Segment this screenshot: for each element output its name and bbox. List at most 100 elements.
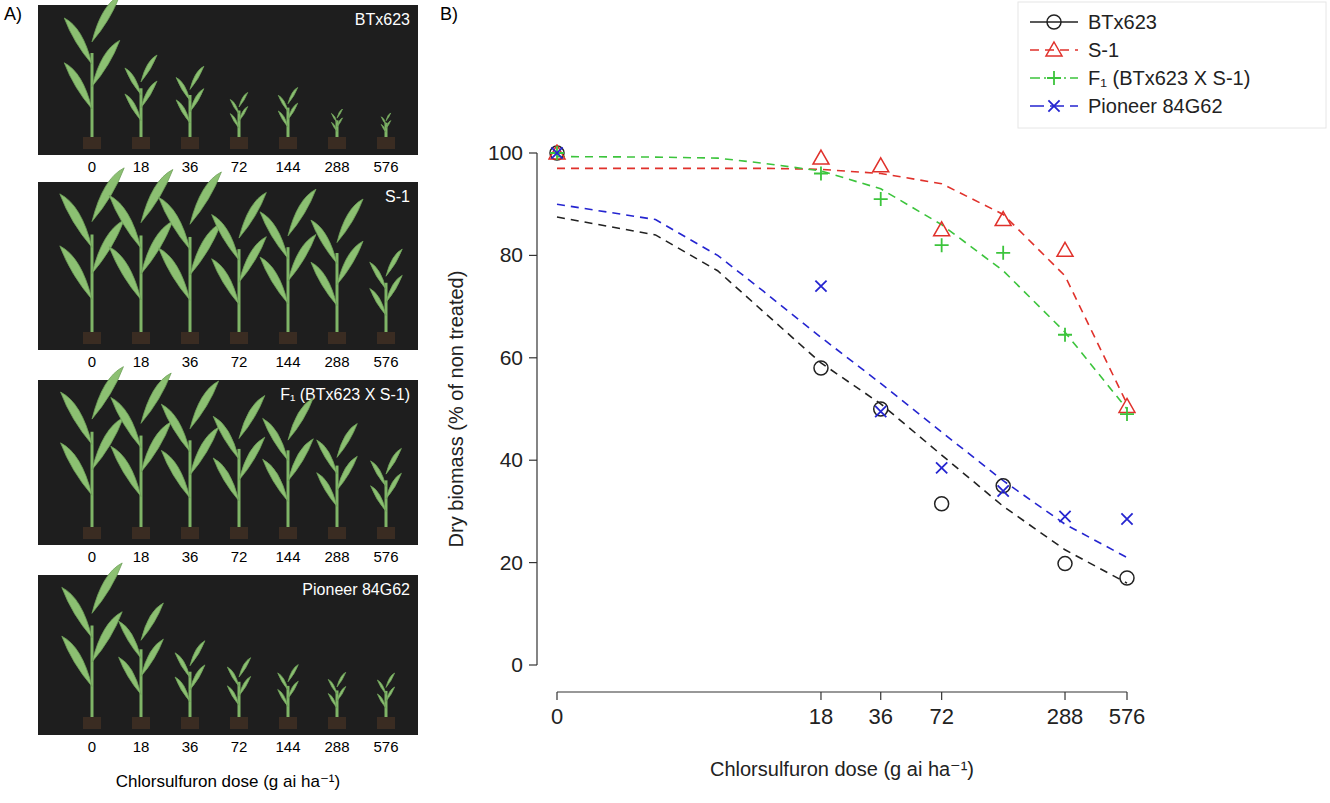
leaf — [239, 676, 251, 695]
leaf — [239, 437, 265, 480]
leaf — [239, 107, 248, 122]
leaf — [386, 121, 391, 129]
y-axis-title: Dry biomass (% of non treated) — [445, 271, 467, 548]
marker-shape — [814, 361, 828, 375]
dose-label: 72 — [231, 158, 248, 175]
marker-shape — [1046, 42, 1062, 56]
fit-curve — [557, 168, 1127, 404]
photo-title: S-1 — [385, 188, 410, 205]
legend-box — [1018, 2, 1326, 128]
dose-label: 0 — [88, 158, 96, 175]
data-point — [1057, 242, 1073, 256]
fit-curve — [557, 204, 1127, 557]
data-point — [874, 402, 888, 416]
marker-shape — [549, 145, 565, 159]
photo-title: BTx623 — [355, 11, 410, 28]
data-point — [813, 150, 829, 164]
photo-title: F₁ (BTx623 X S-1) — [280, 386, 410, 403]
stem — [140, 436, 143, 527]
x-tick — [556, 692, 557, 700]
dose-label: 0 — [88, 353, 96, 370]
leaf — [386, 473, 401, 499]
leaf — [212, 215, 239, 261]
dose-label: 72 — [231, 548, 248, 565]
marker-shape — [935, 238, 949, 252]
leaf — [60, 246, 92, 300]
leaf — [111, 446, 141, 496]
stem — [385, 283, 388, 332]
photo-background — [38, 182, 418, 350]
y-axis-line — [536, 153, 537, 665]
legend-label: F₁ (BTx623 X S-1) — [1088, 67, 1250, 89]
stem — [189, 672, 192, 717]
pot — [377, 137, 395, 149]
pot — [132, 137, 150, 149]
data-point — [550, 146, 564, 160]
leaf — [190, 641, 205, 666]
dose-label: 36 — [182, 353, 199, 370]
leaf — [190, 381, 219, 429]
leaf — [278, 111, 288, 127]
y-tick — [529, 152, 537, 153]
panel-letter: A) — [4, 4, 22, 24]
leaf — [371, 461, 386, 487]
x-tick-label: 288 — [1047, 704, 1084, 729]
data-point — [814, 166, 828, 180]
pot — [377, 332, 395, 344]
marker-shape — [551, 147, 562, 158]
y-tick-label: 60 — [500, 346, 523, 369]
data-point — [936, 462, 947, 473]
y-tick — [529, 664, 537, 665]
data-point — [1058, 557, 1072, 571]
marker-shape — [1048, 100, 1059, 111]
leaf — [141, 603, 163, 640]
leaf — [176, 78, 190, 101]
y-tick — [529, 562, 537, 563]
dose-label: 576 — [373, 738, 398, 755]
leaf — [62, 587, 92, 637]
figure: A)BTx6230183672144288576S-10183672144288… — [0, 0, 1330, 803]
leaf — [337, 199, 363, 242]
dose-label: 18 — [133, 353, 150, 370]
data-point — [1121, 513, 1132, 524]
pot — [132, 527, 150, 539]
data-point — [814, 361, 828, 375]
leaf — [278, 95, 288, 111]
dose-label: 36 — [182, 548, 199, 565]
stem — [336, 466, 339, 527]
data-point — [815, 281, 826, 292]
plant — [111, 373, 171, 539]
pot — [328, 527, 346, 539]
leaf — [260, 257, 288, 304]
leaf — [377, 694, 386, 708]
marker-shape — [998, 485, 1009, 496]
pot — [181, 332, 199, 344]
leaf — [125, 68, 141, 95]
dose-label: 576 — [373, 548, 398, 565]
leaf — [337, 424, 357, 458]
leaf — [288, 88, 298, 104]
x-tick-label: 576 — [1109, 704, 1146, 729]
data-point — [934, 222, 950, 236]
pot — [181, 717, 199, 729]
photo-panel: Pioneer 84G620183672144288576 — [38, 563, 418, 755]
marker-shape — [815, 281, 826, 292]
data-point — [1120, 571, 1134, 585]
pot — [230, 527, 248, 539]
leaf — [175, 653, 190, 678]
dose-label: 36 — [182, 738, 199, 755]
leaf — [64, 63, 92, 109]
stem — [91, 53, 94, 137]
x-tick-label: 0 — [551, 704, 563, 729]
y-tick — [529, 255, 537, 256]
photo-panel: S-10183672144288576 — [38, 168, 418, 370]
leaf — [386, 113, 391, 121]
y-tick — [529, 460, 537, 461]
x-axis-line — [557, 691, 1127, 692]
pot — [230, 717, 248, 729]
leaf — [92, 563, 122, 613]
plant — [377, 113, 395, 149]
leaf — [227, 686, 239, 705]
dose-label: 18 — [133, 158, 150, 175]
dose-label: 288 — [324, 353, 349, 370]
